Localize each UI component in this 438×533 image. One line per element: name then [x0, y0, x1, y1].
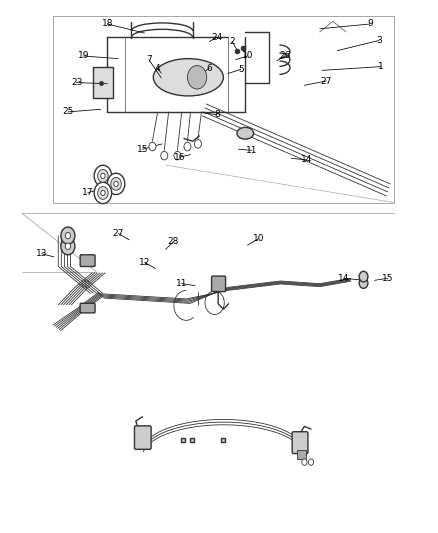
- Text: 7: 7: [146, 55, 152, 64]
- Circle shape: [359, 271, 368, 282]
- Circle shape: [101, 173, 105, 179]
- Circle shape: [184, 142, 191, 151]
- Circle shape: [149, 142, 156, 151]
- Circle shape: [187, 66, 207, 89]
- Text: 19: 19: [78, 52, 89, 60]
- Text: 27: 27: [113, 229, 124, 238]
- Text: 14: 14: [338, 274, 350, 282]
- Circle shape: [65, 243, 71, 249]
- Circle shape: [114, 181, 118, 187]
- Text: 15: 15: [137, 145, 148, 154]
- FancyBboxPatch shape: [297, 450, 306, 459]
- FancyBboxPatch shape: [80, 303, 95, 313]
- Text: 3: 3: [376, 36, 382, 45]
- Text: 17: 17: [82, 189, 93, 197]
- FancyBboxPatch shape: [292, 432, 308, 454]
- Circle shape: [359, 278, 368, 288]
- Circle shape: [61, 238, 75, 255]
- Circle shape: [107, 173, 125, 195]
- Text: 14: 14: [301, 156, 312, 164]
- Text: 2: 2: [230, 37, 235, 46]
- Text: 15: 15: [382, 274, 393, 282]
- Circle shape: [161, 151, 168, 160]
- FancyBboxPatch shape: [212, 276, 226, 292]
- Text: 18: 18: [102, 20, 113, 28]
- Circle shape: [308, 459, 314, 465]
- Circle shape: [194, 140, 201, 148]
- FancyBboxPatch shape: [134, 426, 151, 449]
- Text: 10: 10: [253, 235, 264, 243]
- Ellipse shape: [153, 59, 223, 96]
- Text: 23: 23: [71, 78, 82, 87]
- Text: 6: 6: [206, 64, 212, 72]
- Text: 25: 25: [62, 108, 74, 116]
- Circle shape: [174, 151, 181, 160]
- Circle shape: [94, 165, 112, 187]
- Circle shape: [98, 187, 108, 199]
- Text: 10: 10: [242, 52, 253, 60]
- Text: 24: 24: [211, 33, 223, 42]
- Text: 11: 11: [176, 279, 187, 288]
- Circle shape: [98, 169, 108, 182]
- Circle shape: [94, 182, 112, 204]
- Text: 28: 28: [167, 238, 179, 246]
- Circle shape: [101, 190, 105, 196]
- Text: 26: 26: [279, 52, 290, 60]
- Text: 12: 12: [139, 258, 150, 266]
- Text: 1: 1: [378, 62, 384, 71]
- FancyBboxPatch shape: [80, 255, 95, 266]
- Circle shape: [111, 177, 121, 190]
- Circle shape: [61, 227, 75, 244]
- Text: 9: 9: [367, 20, 373, 28]
- Ellipse shape: [237, 127, 254, 139]
- Circle shape: [65, 232, 71, 239]
- Text: 4: 4: [155, 64, 160, 72]
- Text: 5: 5: [238, 65, 244, 74]
- FancyBboxPatch shape: [93, 67, 113, 98]
- Text: 27: 27: [321, 77, 332, 85]
- Text: 11: 11: [246, 146, 258, 155]
- Text: 8: 8: [214, 110, 220, 119]
- Circle shape: [302, 459, 307, 465]
- Text: 13: 13: [36, 249, 47, 258]
- Text: 16: 16: [174, 153, 185, 161]
